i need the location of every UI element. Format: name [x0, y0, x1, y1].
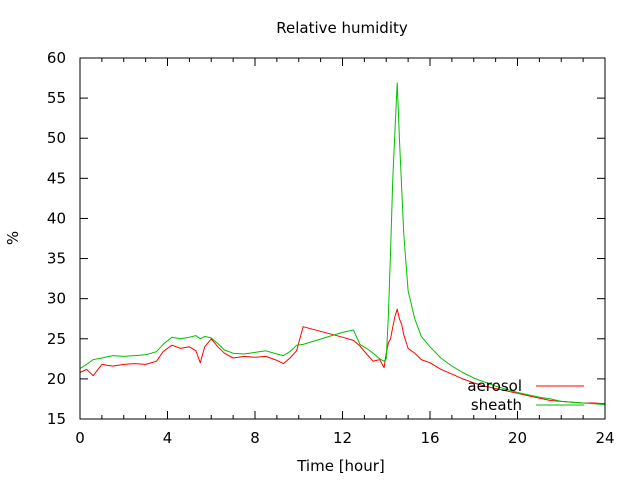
y-tick-label: 60 [47, 49, 66, 67]
series-group [79, 82, 606, 406]
legend-label-sheath: sheath [471, 396, 522, 414]
y-tick-label: 40 [47, 209, 66, 227]
x-axis-label: Time [hour] [296, 457, 385, 475]
x-tick-label: 20 [508, 429, 527, 447]
series-line-sheath [79, 82, 606, 406]
y-tick-label: 50 [47, 129, 66, 147]
y-tick-label: 35 [47, 250, 66, 268]
legend-label-aerosol: aerosol [467, 377, 522, 395]
x-tick-label: 8 [250, 429, 260, 447]
y-axis-label: % [4, 231, 22, 245]
y-tick-label: 45 [47, 169, 66, 187]
y-tick-label: 15 [47, 410, 66, 428]
axis-ticks: 0 4 8 12 16 20 24 15 20 25 30 35 40 45 50 55 60 [47, 49, 615, 447]
x-tick-label: 24 [595, 429, 614, 447]
y-tick-label: 55 [47, 89, 66, 107]
y-tick-label: 20 [47, 370, 66, 388]
x-tick-label: 16 [420, 429, 439, 447]
x-tick-label: 4 [163, 429, 173, 447]
x-tick-label: 12 [333, 429, 352, 447]
y-tick-label: 30 [47, 290, 66, 308]
chart-title: Relative humidity [276, 19, 408, 37]
y-tick-label: 25 [47, 330, 66, 348]
x-tick-label: 0 [75, 429, 85, 447]
plot-frame [79, 57, 606, 420]
series-line-aerosol [79, 308, 606, 405]
